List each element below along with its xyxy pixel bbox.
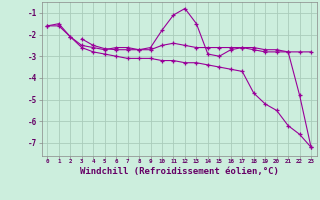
X-axis label: Windchill (Refroidissement éolien,°C): Windchill (Refroidissement éolien,°C): [80, 167, 279, 176]
